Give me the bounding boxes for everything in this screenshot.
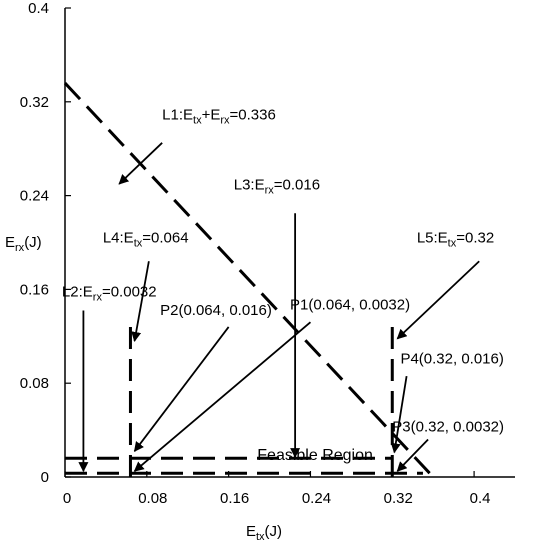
arrow-P1 (133, 321, 312, 472)
arrow-P2 (133, 326, 230, 453)
y-tick-label: 0 (41, 469, 49, 486)
annotation-L4: L4:Etx=0.064 (103, 230, 189, 250)
y-axis-label: Erx(J) (5, 234, 42, 254)
annotation-P2: P2(0.064, 0.016) (160, 302, 272, 319)
y-tick-label: 0.16 (20, 281, 49, 298)
arrow-L1 (118, 142, 163, 185)
line-L1 (63, 82, 435, 479)
y-tick-label: 0.24 (20, 188, 49, 205)
x-tick-label: 0.4 (470, 490, 491, 507)
x-tick-label: 0.08 (138, 490, 167, 507)
x-tick-label: 0.16 (220, 490, 249, 507)
x-axis-label: Etx(J) (246, 523, 282, 543)
feasible-region-label: Feasible Region (257, 447, 373, 464)
arrow-L5 (396, 260, 480, 340)
arrow-P3 (396, 438, 429, 472)
arrow-L4 (131, 261, 150, 342)
x-tick-label: 0.32 (384, 490, 413, 507)
x-tick-label: 0 (63, 490, 71, 507)
annotation-L1: L1:Etx+Erx=0.336 (162, 106, 276, 126)
y-tick-label: 0.32 (20, 94, 49, 111)
annotation-P3: P3(0.32, 0.0032) (392, 418, 504, 435)
annotation-P1: P1(0.064, 0.0032) (290, 296, 410, 313)
x-tick-label: 0.24 (302, 490, 331, 507)
annotation-L3: L3:Erx=0.016 (234, 177, 320, 197)
annotation-L5: L5:Etx=0.32 (417, 230, 494, 250)
arrow-P4 (390, 376, 408, 454)
y-tick-label: 0.08 (20, 375, 49, 392)
annotation-L2: L2:Erx=0.0032 (62, 283, 157, 303)
y-tick-label: 0.4 (28, 0, 49, 17)
annotation-P4: P4(0.32, 0.016) (400, 350, 503, 367)
